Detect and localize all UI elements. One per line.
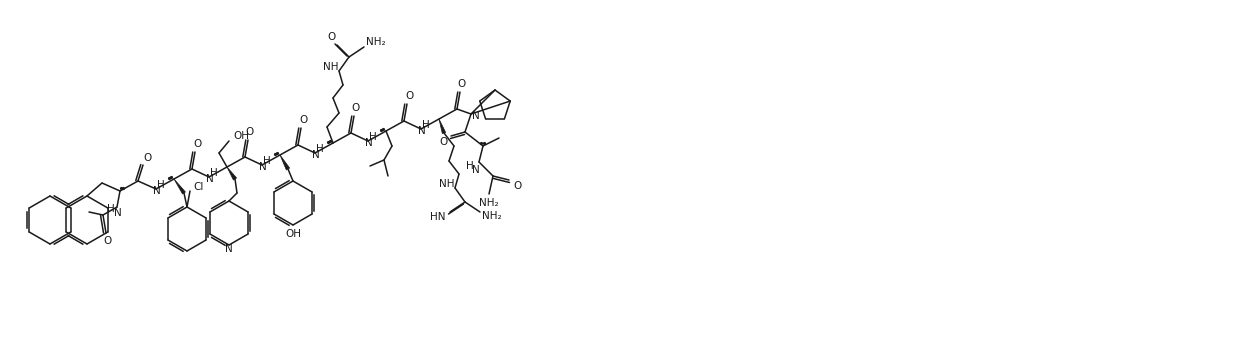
Text: NH₂: NH₂ <box>479 198 498 208</box>
Text: O: O <box>246 127 254 137</box>
Text: N: N <box>472 165 480 175</box>
Text: Cl: Cl <box>193 182 205 192</box>
Text: O: O <box>439 137 448 147</box>
Text: O: O <box>193 139 201 149</box>
Text: NH: NH <box>439 179 455 189</box>
Text: O: O <box>513 181 521 191</box>
Text: N: N <box>114 208 122 218</box>
Text: H: H <box>422 120 430 130</box>
Text: O: O <box>327 32 335 42</box>
Text: H: H <box>466 161 474 171</box>
Text: O: O <box>405 91 413 101</box>
Text: N: N <box>206 174 213 184</box>
Text: NH: NH <box>324 62 339 72</box>
Text: OH: OH <box>233 131 249 141</box>
Polygon shape <box>439 119 445 134</box>
Text: H: H <box>316 144 324 154</box>
Polygon shape <box>280 155 290 170</box>
Text: H: H <box>370 132 377 142</box>
Text: O: O <box>104 236 112 246</box>
Text: N: N <box>365 138 373 148</box>
Text: NH₂: NH₂ <box>366 37 386 47</box>
Text: N: N <box>226 244 233 254</box>
Text: O: O <box>299 115 308 125</box>
Polygon shape <box>174 179 186 194</box>
Text: N: N <box>312 150 320 160</box>
Polygon shape <box>227 167 237 180</box>
Text: O: O <box>352 103 360 113</box>
Text: H: H <box>157 180 165 190</box>
Text: O: O <box>458 79 466 89</box>
Text: H: H <box>263 156 270 166</box>
Text: N: N <box>259 162 267 172</box>
Text: N: N <box>153 186 161 196</box>
Text: O: O <box>143 153 151 163</box>
Text: H: H <box>107 204 115 214</box>
Text: N: N <box>472 111 480 121</box>
Text: HN: HN <box>430 212 445 222</box>
Text: H: H <box>210 168 218 178</box>
Text: NH₂: NH₂ <box>482 211 502 221</box>
Text: OH: OH <box>285 229 301 239</box>
Text: N: N <box>418 126 425 136</box>
